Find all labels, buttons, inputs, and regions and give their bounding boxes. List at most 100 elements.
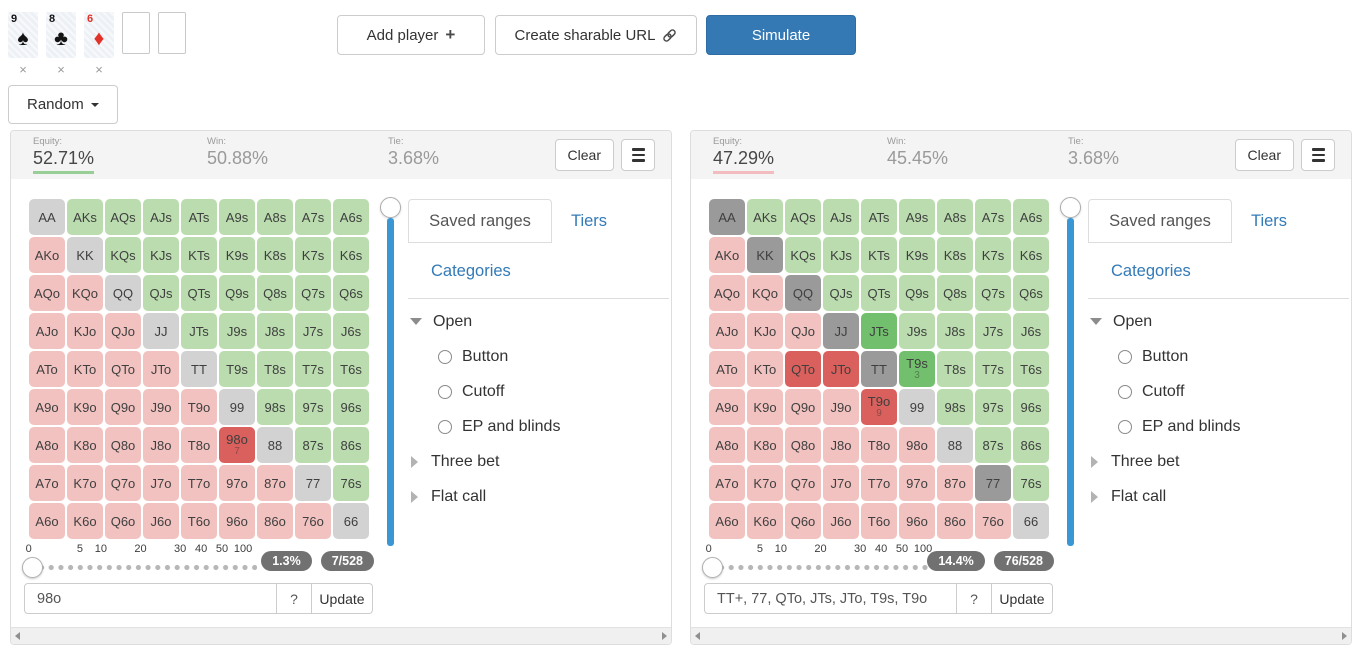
grid-cell-J7s[interactable]: J7s	[295, 313, 331, 349]
grid-cell-KJs[interactable]: KJs	[143, 237, 179, 273]
radio-icon[interactable]	[438, 349, 452, 364]
range-update-button[interactable]: Update	[312, 583, 373, 614]
grid-cell-T6s[interactable]: T6s	[333, 351, 369, 387]
grid-cell-J6o[interactable]: J6o	[143, 503, 179, 539]
grid-cell-K9s[interactable]: K9s	[899, 237, 935, 273]
grid-cell-J8o[interactable]: J8o	[143, 427, 179, 463]
range-help-button[interactable]: ?	[277, 583, 312, 614]
grid-cell-T9s[interactable]: T9s	[219, 351, 255, 387]
grid-cell-98s[interactable]: 98s	[937, 389, 973, 425]
board-card-6d[interactable]: 6 ♦	[84, 12, 114, 58]
grid-cell-QTo[interactable]: QTo	[785, 351, 821, 387]
grid-cell-AA[interactable]: AA	[709, 199, 745, 235]
grid-cell-K8s[interactable]: K8s	[257, 237, 293, 273]
grid-cell-K8o[interactable]: K8o	[67, 427, 103, 463]
grid-cell-A9o[interactable]: A9o	[29, 389, 65, 425]
grid-cell-KJo[interactable]: KJo	[67, 313, 103, 349]
scroll-left-icon[interactable]	[695, 632, 700, 640]
remove-card-icon[interactable]: ×	[57, 62, 65, 77]
tab-saved-ranges[interactable]: Saved ranges	[1088, 199, 1232, 243]
grid-cell-98o[interactable]: 98o 7	[219, 427, 255, 463]
board-card-empty-slot[interactable]	[122, 12, 150, 54]
grid-cell-AJs[interactable]: AJs	[823, 199, 859, 235]
radio-icon[interactable]	[438, 419, 452, 434]
grid-cell-J6s[interactable]: J6s	[333, 313, 369, 349]
grid-cell-QTs[interactable]: QTs	[181, 275, 217, 311]
range-update-button[interactable]: Update	[992, 583, 1053, 614]
grid-cell-96s[interactable]: 96s	[1013, 389, 1049, 425]
percent-slider[interactable]	[702, 557, 937, 578]
grid-cell-KQo[interactable]: KQo	[747, 275, 783, 311]
grid-cell-TT[interactable]: TT	[181, 351, 217, 387]
range-text-input[interactable]	[704, 583, 957, 614]
tree-option-button[interactable]: Button	[408, 339, 669, 374]
tree-option-ep-and-blinds[interactable]: EP and blinds	[408, 409, 669, 444]
grid-cell-A7s[interactable]: A7s	[295, 199, 331, 235]
grid-cell-Q7o[interactable]: Q7o	[105, 465, 141, 501]
grid-cell-T9s[interactable]: T9s 3	[899, 351, 935, 387]
grid-cell-A9o[interactable]: A9o	[709, 389, 745, 425]
grid-cell-K8s[interactable]: K8s	[937, 237, 973, 273]
grid-cell-KTs[interactable]: KTs	[181, 237, 217, 273]
tree-option-button[interactable]: Button	[1088, 339, 1349, 374]
grid-cell-T7s[interactable]: T7s	[975, 351, 1011, 387]
tab-tiers[interactable]: Tiers	[1251, 211, 1288, 230]
grid-cell-A7s[interactable]: A7s	[975, 199, 1011, 235]
tree-option-cutoff[interactable]: Cutoff	[408, 374, 669, 409]
grid-cell-Q9o[interactable]: Q9o	[785, 389, 821, 425]
grid-cell-T9o[interactable]: T9o 9	[861, 389, 897, 425]
weight-slider-track[interactable]	[387, 218, 394, 546]
grid-cell-88[interactable]: 88	[257, 427, 293, 463]
expand-triangle-icon[interactable]	[1091, 490, 1098, 503]
grid-cell-Q8s[interactable]: Q8s	[937, 275, 973, 311]
tab-tiers[interactable]: Tiers	[571, 211, 608, 230]
collapse-triangle-icon[interactable]	[1090, 318, 1102, 325]
tree-option-ep-and-blinds[interactable]: EP and blinds	[1088, 409, 1349, 444]
weight-slider-handle[interactable]	[380, 197, 401, 218]
grid-cell-JTs[interactable]: JTs	[181, 313, 217, 349]
grid-cell-ATo[interactable]: ATo	[29, 351, 65, 387]
grid-cell-Q8o[interactable]: Q8o	[105, 427, 141, 463]
grid-cell-Q8o[interactable]: Q8o	[785, 427, 821, 463]
grid-cell-98s[interactable]: 98s	[257, 389, 293, 425]
grid-cell-Q7s[interactable]: Q7s	[975, 275, 1011, 311]
grid-cell-A7o[interactable]: A7o	[709, 465, 745, 501]
grid-cell-JTo[interactable]: JTo	[143, 351, 179, 387]
remove-card-icon[interactable]: ×	[19, 62, 27, 77]
grid-cell-87s[interactable]: 87s	[975, 427, 1011, 463]
grid-cell-K6o[interactable]: K6o	[67, 503, 103, 539]
grid-cell-Q6o[interactable]: Q6o	[105, 503, 141, 539]
grid-cell-T7s[interactable]: T7s	[295, 351, 331, 387]
grid-cell-86o[interactable]: 86o	[937, 503, 973, 539]
grid-cell-96o[interactable]: 96o	[219, 503, 255, 539]
radio-icon[interactable]	[1118, 419, 1132, 434]
tree-item-flat-call[interactable]: Flat call	[408, 479, 669, 514]
grid-cell-AKo[interactable]: AKo	[709, 237, 745, 273]
grid-cell-97s[interactable]: 97s	[975, 389, 1011, 425]
grid-cell-QTo[interactable]: QTo	[105, 351, 141, 387]
grid-cell-Q6s[interactable]: Q6s	[333, 275, 369, 311]
tree-item-flat-call[interactable]: Flat call	[1088, 479, 1349, 514]
grid-cell-QTs[interactable]: QTs	[861, 275, 897, 311]
grid-cell-76s[interactable]: 76s	[1013, 465, 1049, 501]
grid-cell-AKs[interactable]: AKs	[67, 199, 103, 235]
grid-cell-97o[interactable]: 97o	[219, 465, 255, 501]
grid-cell-88[interactable]: 88	[937, 427, 973, 463]
create-sharable-url-button[interactable]: Create sharable URL	[495, 15, 697, 55]
grid-cell-KK[interactable]: KK	[67, 237, 103, 273]
grid-cell-K6s[interactable]: K6s	[1013, 237, 1049, 273]
grid-cell-Q9s[interactable]: Q9s	[899, 275, 935, 311]
grid-cell-K9o[interactable]: K9o	[67, 389, 103, 425]
tree-item-three-bet[interactable]: Three bet	[1088, 444, 1349, 479]
grid-cell-KJo[interactable]: KJo	[747, 313, 783, 349]
radio-icon[interactable]	[1118, 349, 1132, 364]
grid-cell-AKs[interactable]: AKs	[747, 199, 783, 235]
grid-cell-Q7o[interactable]: Q7o	[785, 465, 821, 501]
weight-slider-handle[interactable]	[1060, 197, 1081, 218]
grid-cell-AQs[interactable]: AQs	[785, 199, 821, 235]
grid-cell-J8o[interactable]: J8o	[823, 427, 859, 463]
tree-item-open[interactable]: Open	[1088, 304, 1349, 339]
grid-cell-K9o[interactable]: K9o	[747, 389, 783, 425]
hamburger-menu-button[interactable]	[621, 139, 655, 171]
weight-slider-track[interactable]	[1067, 218, 1074, 546]
